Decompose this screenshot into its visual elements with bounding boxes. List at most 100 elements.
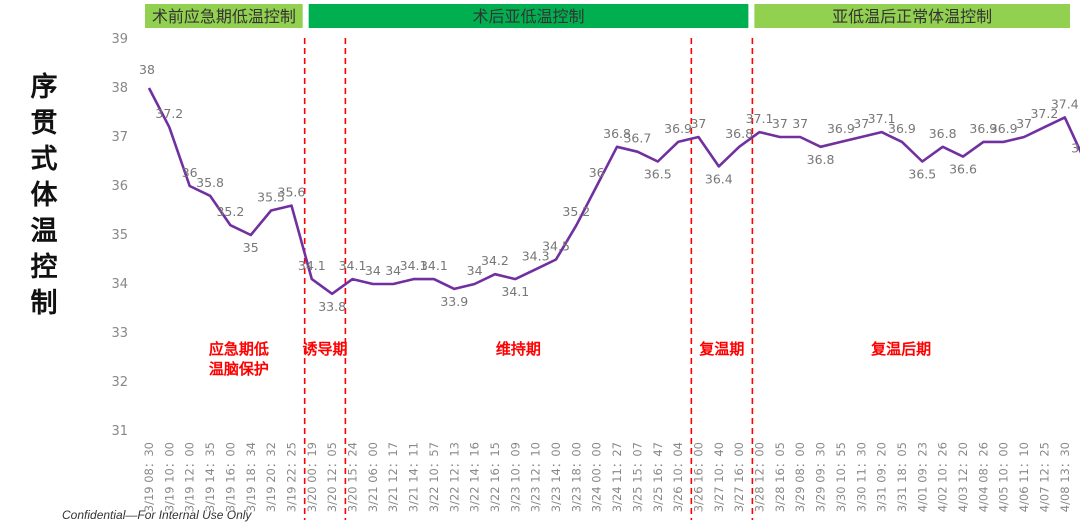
data-label: 36.8 [807, 152, 835, 167]
x-tick-label: 4/06 11：10 [1017, 442, 1031, 512]
y-tick-label: 34 [111, 277, 128, 292]
data-label: 36 [589, 165, 605, 180]
data-labels: 3837.23635.835.23535.535.634.133.834.134… [139, 62, 1080, 314]
data-label: 34.1 [339, 258, 367, 273]
data-label: 37.1 [868, 111, 896, 126]
data-label: 34.3 [522, 248, 550, 263]
data-label: 36.5 [908, 167, 936, 182]
stage-bar [145, 4, 303, 28]
x-tick-label: 3/29 08：00 [793, 442, 807, 512]
x-tick-label: 3/21 12：17 [386, 442, 400, 512]
data-label: 37.4 [1051, 96, 1079, 111]
stage-bar-label: 术前应急期低温控制 [152, 7, 296, 26]
stage-bar [308, 4, 749, 28]
x-tick-label: 4/05 10：00 [997, 442, 1011, 512]
stage-bar-label: 亚低温后正常体温控制 [832, 7, 992, 26]
confidential-footer: Confidential—For Internal Use Only [62, 508, 252, 522]
x-tick-label: 3/27 16：00 [732, 442, 746, 512]
phase-label: 复温后期 [870, 340, 931, 358]
stage-bars: 术前应急期低温控制 术后亚低温控制 亚低温后正常体温控制 [145, 4, 1070, 28]
x-tick-label: 4/07 12：25 [1037, 442, 1051, 512]
x-tick-label: 3/25 16：47 [651, 442, 665, 512]
x-tick-label: 4/01 09：23 [915, 442, 929, 512]
data-label: 35.6 [278, 185, 306, 200]
data-label: 36.8 [603, 126, 631, 141]
y-axis-title-char: 温 [30, 216, 58, 247]
x-tick-label: 3/23 14：00 [549, 442, 563, 512]
data-label: 34.1 [400, 258, 428, 273]
x-tick-label: 3/20 12：05 [325, 442, 339, 512]
data-label: 37 [853, 116, 869, 131]
phase-label: 维持期 [496, 340, 541, 358]
x-tick-label: 3/21 06：00 [366, 442, 380, 512]
data-label: 36.8 [929, 126, 957, 141]
x-tick-label: 3/31 09：20 [875, 442, 889, 512]
y-axis-title-char: 贯 [30, 108, 58, 139]
x-tick-label: 3/19 16：00 [223, 442, 237, 512]
x-tick-label: 3/20 15：24 [346, 442, 360, 512]
phase-label: 诱导期 [303, 340, 348, 358]
data-label: 36.8 [725, 126, 753, 141]
series-line-path [147, 87, 1080, 296]
y-axis-title: 序贯式体温控制 [22, 70, 66, 322]
x-tick-label: 3/23 12：10 [529, 442, 543, 512]
data-label: 34.1 [501, 284, 529, 299]
data-label: 36.9 [969, 121, 997, 136]
data-label: 34 [365, 263, 381, 278]
x-tick-label: 3/28 12：00 [753, 442, 767, 512]
data-label: 36.6 [949, 162, 977, 177]
x-tick-label: 3/19 22：25 [284, 442, 298, 512]
data-label: 37 [792, 116, 808, 131]
series-line [147, 87, 1080, 296]
data-label: 34.1 [298, 258, 326, 273]
x-axis: 3/19 08：30 3/19 10：00 3/19 12：00 3/19 14：35… [142, 442, 1080, 512]
data-label: 36.5 [644, 167, 672, 182]
x-tick-label: 3/25 15：07 [630, 442, 644, 512]
x-tick-label: 3/26 16：00 [691, 442, 705, 512]
y-axis: 31 32 33 34 35 36 37 38 39 [111, 32, 128, 439]
data-label: 34.5 [542, 239, 570, 254]
x-tick-label: 3/22 14：16 [468, 442, 482, 512]
data-label: 37 [690, 116, 706, 131]
data-label: 37 [772, 116, 788, 131]
y-tick-label: 38 [111, 81, 128, 96]
data-label: 37 [1016, 116, 1032, 131]
data-label: 35.2 [562, 204, 590, 219]
data-label: 37.1 [746, 111, 774, 126]
x-tick-label: 3/19 10：00 [162, 442, 176, 512]
y-tick-label: 36 [111, 179, 128, 194]
x-tick-label: 3/27 10：40 [712, 442, 726, 512]
y-axis-title-char: 控 [30, 252, 58, 283]
data-label: 34.1 [420, 258, 448, 273]
y-tick-label: 37 [111, 130, 128, 145]
data-label: 36.4 [705, 171, 733, 186]
data-label: 36.9 [990, 121, 1018, 136]
x-tick-label: 3/26 10：04 [671, 442, 685, 512]
data-label: 35.2 [216, 204, 244, 219]
phase-dividers [303, 38, 754, 520]
y-axis-title-char: 序 [30, 72, 58, 103]
x-tick-label: 3/23 10：09 [508, 442, 522, 512]
x-tick-label: 3/22 12：13 [447, 442, 461, 512]
x-tick-label: 3/22 10：57 [427, 442, 441, 512]
x-tick-label: 3/30 10：55 [834, 442, 848, 512]
x-tick-label: 4/09 14：30 [1078, 442, 1080, 512]
data-label: 36.9 [664, 121, 692, 136]
x-tick-label: 3/19 08：30 [142, 442, 156, 512]
x-tick-label: 3/21 14：11 [407, 442, 421, 512]
data-label: 36 [182, 165, 198, 180]
x-tick-label: 3/30 11：30 [854, 442, 868, 512]
phase-label: 应急期低 [209, 340, 269, 358]
x-tick-label: 3/19 14：35 [203, 442, 217, 512]
data-label: 33.9 [440, 294, 468, 309]
x-tick-label: 4/02 10：26 [936, 442, 950, 512]
data-label: 36.9 [827, 121, 855, 136]
phase-label: 复温期 [698, 340, 744, 358]
x-tick-label: 4/04 08：26 [976, 442, 990, 512]
y-tick-label: 31 [111, 424, 128, 439]
x-tick-label: 3/24 11：27 [610, 442, 624, 512]
y-axis-title-char: 体 [30, 180, 58, 211]
x-tick-label: 3/19 18：34 [244, 442, 258, 512]
y-tick-label: 33 [111, 326, 128, 341]
